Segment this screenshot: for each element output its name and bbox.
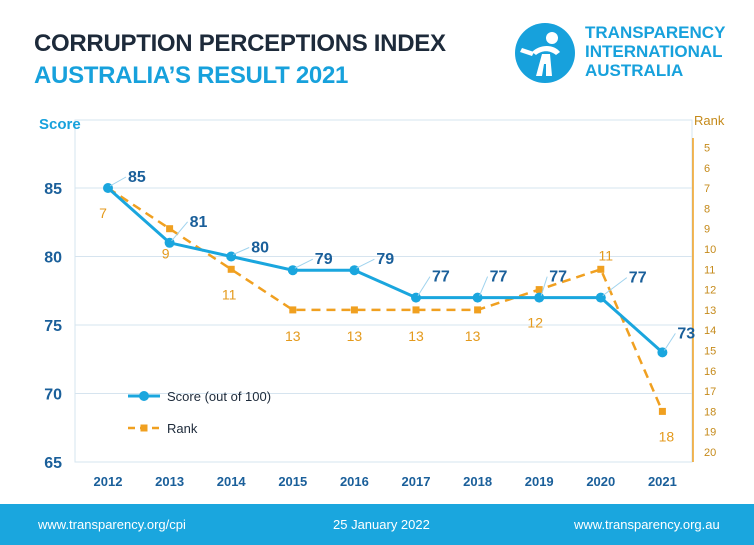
rank-tick-label-7: 7 [704, 183, 710, 195]
score-point-2018 [472, 292, 483, 303]
x-tick-label-2014: 2014 [217, 474, 247, 489]
rank-label-2017: 13 [408, 328, 424, 344]
score-label-2012: 85 [128, 169, 146, 186]
x-tick-label-2019: 2019 [525, 474, 554, 489]
score-leader-2013 [171, 221, 188, 242]
rank-tick-label-5: 5 [704, 143, 710, 155]
rank-point-2014 [227, 265, 235, 273]
score-label-2014: 80 [251, 240, 269, 257]
rank-point-2015 [289, 306, 297, 314]
score-leader-2014 [232, 247, 250, 255]
brand-line-3: AUSTRALIA [585, 61, 684, 80]
y-axis-title: Score [39, 116, 81, 133]
brand-name: TRANSPARENCY INTERNATIONAL AUSTRALIA [585, 23, 725, 80]
score-leader-2019 [540, 276, 548, 296]
y-tick-label-85: 85 [44, 181, 62, 198]
score-leader-2016 [356, 258, 375, 269]
score-label-2017: 77 [432, 269, 450, 286]
score-label-2013: 81 [190, 214, 208, 231]
rank-tick-label-11: 11 [704, 264, 715, 276]
rank-axis-title: Rank [694, 113, 725, 128]
x-tick-label-2016: 2016 [340, 474, 369, 489]
score-leader-2020 [602, 277, 628, 297]
y-tick-label-75: 75 [44, 318, 62, 335]
rank-point-2017 [412, 306, 420, 314]
rank-label-2013: 9 [162, 246, 170, 262]
footer-date: 25 January 2022 [333, 517, 430, 532]
rank-tick-label-15: 15 [704, 346, 716, 358]
rank-tick-label-10: 10 [704, 244, 716, 256]
score-point-2012 [103, 183, 113, 193]
chart-title: CORRUPTION PERCEPTIONS INDEX [34, 30, 446, 57]
score-leader-2017 [417, 276, 431, 296]
rank-label-2015: 13 [285, 328, 301, 344]
rank-label-2016: 13 [347, 328, 363, 344]
x-tick-label-2020: 2020 [586, 474, 615, 489]
rank-tick-label-20: 20 [704, 447, 716, 459]
x-tick-label-2017: 2017 [402, 474, 431, 489]
rank-label-2021: 18 [659, 428, 675, 444]
rank-tick-label-8: 8 [704, 203, 710, 215]
rank-tick-label-9: 9 [704, 224, 710, 236]
score-label-2016: 79 [376, 251, 394, 268]
rank-label-2012: 7 [99, 205, 107, 221]
score-rank-chart: 65 70 75 80 85 5 6 7 8 9 10 11 12 13 14 15 16 17 18 19 20 Sco… [39, 113, 725, 489]
footer-cpi-link[interactable]: www.transparency.org/cpi [38, 517, 186, 532]
brand-line-2: INTERNATIONAL [585, 42, 723, 61]
rank-point-2019 [535, 286, 543, 294]
rank-label-2014: 11 [222, 286, 237, 302]
rank-point-2016 [350, 306, 358, 314]
score-point-2019 [534, 292, 545, 303]
y-tick-label-65: 65 [44, 455, 62, 472]
x-tick-label-2018: 2018 [463, 474, 492, 489]
footer-bar: www.transparency.org/cpi 25 January 2022… [0, 504, 754, 545]
score-leader-2018 [479, 276, 489, 296]
rank-point-2013 [166, 225, 174, 233]
score-point-2016 [349, 265, 360, 276]
transparency-logo-icon [515, 23, 575, 83]
score-label-2020: 77 [629, 270, 647, 287]
x-tick-label-2015: 2015 [278, 474, 307, 489]
y-tick-label-70: 70 [44, 387, 62, 404]
y-tick-label-80: 80 [44, 250, 62, 267]
legend-rank-marker [140, 424, 148, 432]
score-label-2021: 73 [677, 325, 695, 342]
rank-label-2020: 11 [599, 247, 614, 263]
plot-frame [74, 119, 693, 463]
rank-label-2019: 12 [527, 315, 543, 331]
brand-line-1: TRANSPARENCY [585, 23, 726, 42]
x-tick-label-2012: 2012 [94, 474, 123, 489]
rank-tick-label-14: 14 [704, 325, 716, 337]
score-leader-2021 [663, 333, 676, 351]
rank-tick-label-13: 13 [704, 305, 716, 317]
rank-tick-label-6: 6 [704, 163, 710, 175]
score-leader-2012 [109, 176, 127, 187]
rank-tick-label-17: 17 [704, 386, 716, 398]
x-tick-label-2013: 2013 [155, 474, 184, 489]
score-point-2015 [287, 265, 298, 276]
score-point-2014 [226, 251, 237, 262]
legend-score-label: Score (out of 100) [167, 389, 271, 404]
score-leader-2015 [294, 258, 314, 269]
score-series-line [107, 186, 664, 354]
rank-point-2018 [474, 306, 482, 314]
rank-label-2018: 13 [465, 328, 481, 344]
rank-tick-label-19: 19 [704, 427, 716, 439]
score-label-2019: 77 [549, 269, 567, 286]
score-label-2015: 79 [315, 251, 333, 268]
footer-site-link[interactable]: www.transparency.org.au [574, 517, 720, 532]
rank-tick-label-16: 16 [704, 366, 716, 378]
chart-subtitle: AUSTRALIA’S RESULT 2021 [34, 62, 349, 89]
score-label-2018: 77 [490, 269, 508, 286]
rank-point-2020 [597, 265, 605, 273]
rank-tick-label-18: 18 [704, 406, 716, 418]
rank-tick-label-12: 12 [704, 285, 716, 297]
rank-point-2021 [658, 407, 666, 415]
x-tick-label-2021: 2021 [648, 474, 677, 489]
legend-score-marker [139, 391, 149, 401]
legend-rank-label: Rank [167, 421, 198, 436]
